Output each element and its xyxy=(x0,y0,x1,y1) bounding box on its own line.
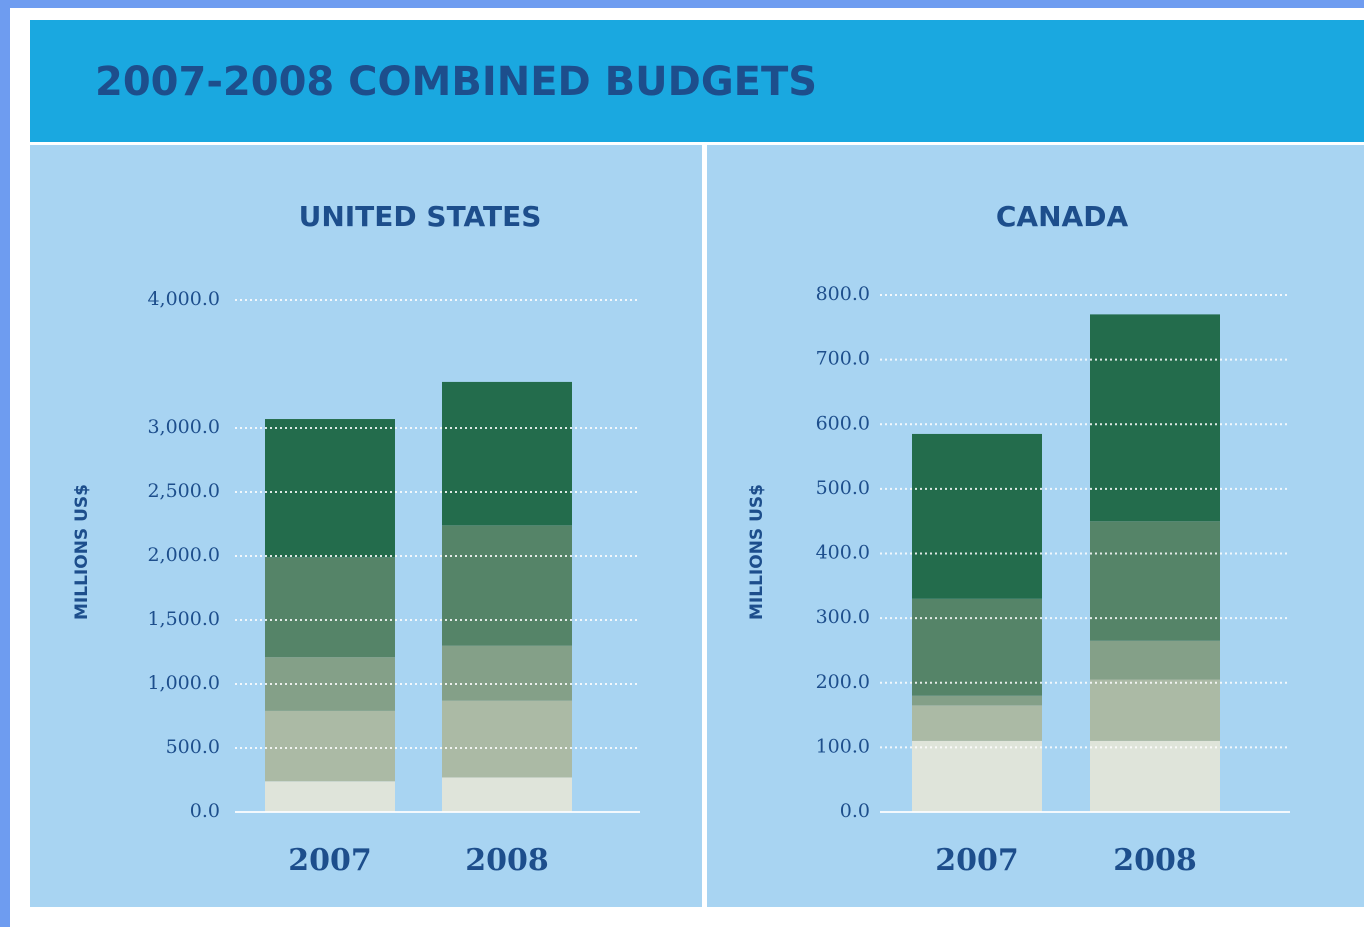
header-band xyxy=(30,20,1364,142)
bar-segment xyxy=(1090,679,1220,741)
bar-segment xyxy=(265,557,395,658)
y-tick-label: 100.0 xyxy=(816,735,870,757)
bar-segment xyxy=(1090,640,1220,680)
bar-segment xyxy=(1090,740,1220,812)
y-axis-label: MILLIONS US$ xyxy=(747,484,767,620)
x-tick-label: 2007 xyxy=(288,843,372,878)
y-tick-label: 1,000.0 xyxy=(147,672,220,694)
bar-segment xyxy=(912,598,1042,696)
bar-segment xyxy=(442,525,572,646)
chart-title: CANADA xyxy=(996,200,1129,233)
page-title: 2007-2008 COMBINED BUDGETS xyxy=(95,59,817,105)
bar-segment xyxy=(442,700,572,778)
y-tick-label: 0.0 xyxy=(840,800,870,822)
bar-segment xyxy=(265,710,395,782)
y-tick-label: 0.0 xyxy=(190,800,220,822)
bar-segment xyxy=(442,777,572,812)
bar-segment xyxy=(442,381,572,526)
bar-segment xyxy=(912,740,1042,812)
bar-segment xyxy=(1090,521,1220,641)
bar-segment xyxy=(442,645,572,701)
bar-segment xyxy=(912,705,1042,741)
y-tick-label: 3,000.0 xyxy=(147,416,220,438)
y-tick-label: 4,000.0 xyxy=(147,288,220,310)
bar-segment xyxy=(265,781,395,812)
y-tick-label: 400.0 xyxy=(816,542,870,564)
chart-title: UNITED STATES xyxy=(299,200,542,233)
bar-segment xyxy=(1090,314,1220,522)
y-tick-label: 2,500.0 xyxy=(147,480,220,502)
y-tick-label: 2,000.0 xyxy=(147,544,220,566)
y-tick-label: 700.0 xyxy=(816,348,870,370)
y-tick-label: 200.0 xyxy=(816,671,870,693)
bar-segment xyxy=(265,419,395,558)
y-tick-label: 500.0 xyxy=(166,736,220,758)
x-tick-label: 2008 xyxy=(1113,843,1197,878)
y-tick-label: 500.0 xyxy=(816,477,870,499)
y-tick-label: 1,500.0 xyxy=(147,608,220,630)
y-tick-label: 600.0 xyxy=(816,412,870,434)
bar-segment xyxy=(912,433,1042,599)
x-tick-label: 2007 xyxy=(935,843,1019,878)
y-tick-label: 300.0 xyxy=(816,606,870,628)
y-tick-label: 800.0 xyxy=(816,283,870,305)
x-tick-label: 2008 xyxy=(465,843,549,878)
y-axis-label: MILLIONS US$ xyxy=(72,484,92,620)
bar-segment xyxy=(912,695,1042,706)
